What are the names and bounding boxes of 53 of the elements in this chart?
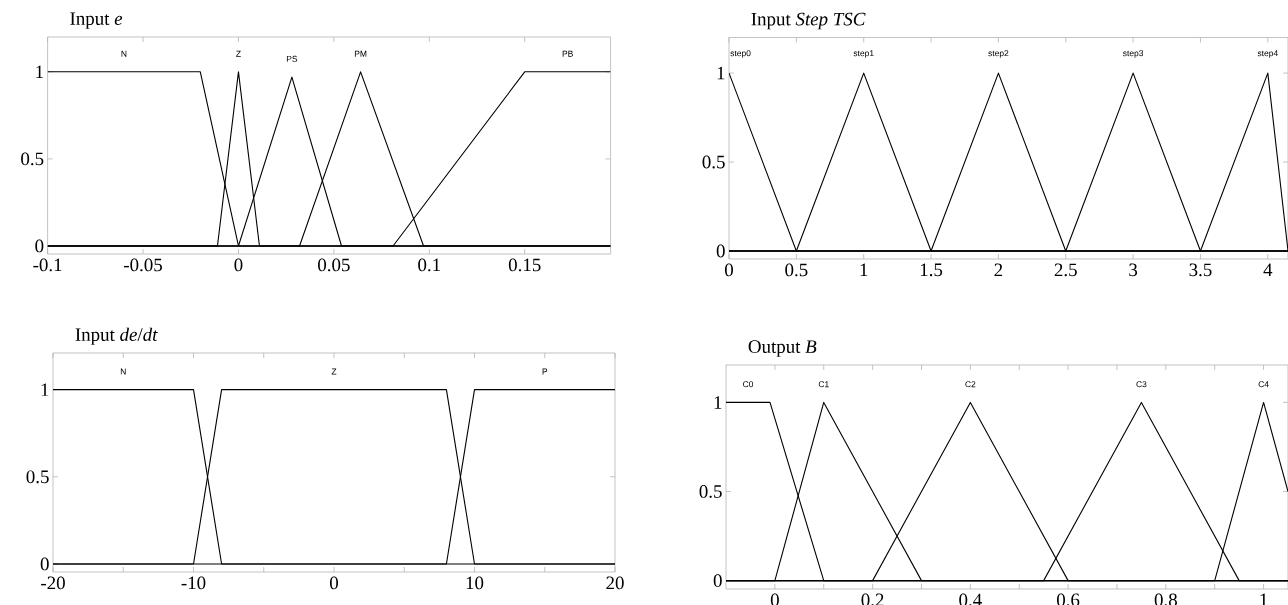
chart-title: Input de/dt: [75, 327, 158, 345]
x-tick-label: 3.5: [1189, 263, 1212, 277]
x-tick-label: 3: [1129, 263, 1138, 277]
y-tick-label: 0: [716, 244, 725, 258]
series-label: P: [542, 368, 548, 375]
series-label: C0: [743, 381, 754, 388]
x-tick-label: 4: [1263, 263, 1273, 276]
x-tick-label: 2: [994, 263, 1003, 277]
x-tick-label: -0.05: [124, 258, 162, 272]
series-label: C3: [1136, 381, 1147, 388]
text: step4: [1257, 50, 1278, 58]
series-label: N: [121, 50, 127, 57]
y-tick-label: 0: [40, 557, 49, 571]
x-tick-label: 0: [725, 263, 734, 277]
series-label: Z: [236, 50, 241, 57]
chart-title: Input Step TSC: [751, 12, 866, 30]
x-tick-label: 0.15: [508, 258, 541, 272]
x-tick-label: 0: [234, 258, 243, 272]
x-tick-label: 2.5: [1054, 263, 1077, 277]
x-tick-label: 1.5: [920, 263, 943, 277]
y-tick-label: 0.5: [26, 470, 49, 484]
x-tick-label: 0.1: [418, 258, 440, 272]
text: step2: [988, 50, 1009, 58]
text: step3: [1122, 50, 1144, 58]
series-label: PB: [562, 50, 573, 57]
chart-title: Input e: [70, 12, 123, 29]
y-tick-label: 0.5: [21, 152, 44, 166]
x-tick-label: 10: [466, 576, 484, 590]
series-label: C4: [1258, 381, 1269, 388]
series-label: PM: [354, 50, 367, 57]
y-tick-label: 0.5: [702, 155, 725, 169]
chart-title: Output B: [748, 340, 817, 357]
x-tick-label: 0: [329, 576, 339, 590]
series-label: PS: [286, 55, 298, 62]
y-tick-label: 0: [35, 239, 44, 253]
y-tick-label: 1: [717, 66, 725, 80]
x-tick-label: 0.5: [785, 263, 808, 277]
x-tick-label: 1: [860, 263, 868, 277]
series-label: C1: [818, 381, 829, 388]
y-tick-label: 1: [41, 383, 49, 396]
y-tick-label: 0.5: [699, 485, 722, 498]
text: step1: [853, 50, 874, 58]
y-tick-label: 1: [36, 65, 43, 79]
series-label: Z: [331, 368, 337, 375]
series-label: N: [120, 368, 126, 375]
series-label: step0: [730, 50, 751, 58]
series-label: C2: [965, 381, 976, 388]
y-tick-label: 1: [714, 396, 722, 409]
x-tick-label: -20: [41, 576, 65, 590]
x-tick-label: -10: [181, 576, 206, 590]
x-tick-label: 0.05: [318, 258, 350, 272]
x-tick-label: 20: [606, 576, 624, 590]
x-tick-label: -0.1: [33, 258, 62, 272]
